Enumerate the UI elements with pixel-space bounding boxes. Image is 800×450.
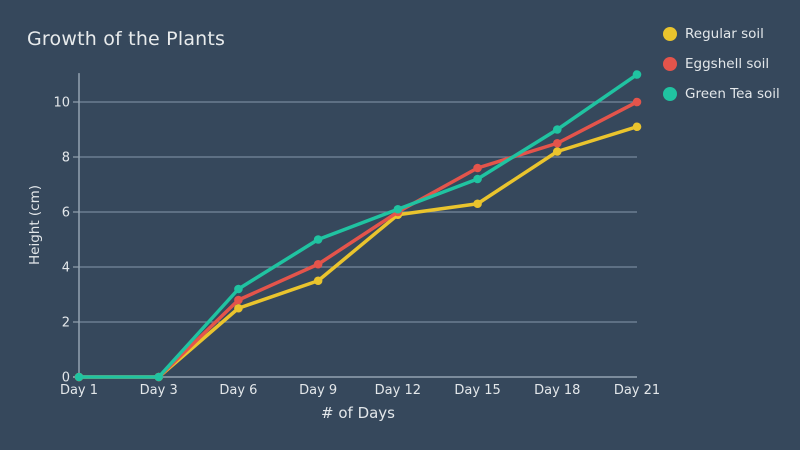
x-tick-label: Day 21	[614, 383, 660, 398]
data-point-green-tea-soil-day-18[interactable]	[552, 125, 562, 134]
legend-item-eggshell-soil[interactable]: Eggshell soil	[663, 49, 780, 79]
data-point-green-tea-soil-day-3[interactable]	[154, 372, 164, 382]
legend-label: Green Tea soil	[685, 86, 780, 102]
x-tick-label: Day 3	[140, 383, 178, 398]
y-tick-label: 0	[62, 371, 70, 386]
data-point-eggshell-soil-day-6[interactable]	[234, 295, 243, 305]
data-point-eggshell-soil-day-18[interactable]	[552, 138, 562, 148]
data-point-green-tea-soil-day-12[interactable]	[393, 204, 403, 214]
legend-label: Eggshell soil	[685, 56, 770, 72]
x-tick-label: Day 15	[454, 383, 500, 398]
y-tick-label: 4	[62, 261, 70, 276]
series-line-regular-soil	[77, 125, 639, 379]
data-point-eggshell-soil-day-9[interactable]	[313, 259, 323, 269]
series-line-green-tea-soil	[77, 72, 639, 379]
data-point-green-tea-soil-day-21[interactable]	[632, 70, 642, 79]
x-tick-label: Day 6	[219, 383, 257, 398]
data-point-regular-soil-day-15[interactable]	[473, 199, 482, 209]
legend-item-regular-soil[interactable]: Regular soil	[663, 19, 780, 49]
data-point-regular-soil-day-18[interactable]	[552, 147, 562, 156]
data-point-regular-soil-day-9[interactable]	[313, 276, 323, 286]
data-point-regular-soil-day-6[interactable]	[234, 303, 243, 313]
data-point-eggshell-soil-day-15[interactable]	[473, 163, 482, 173]
data-point-green-tea-soil-day-15[interactable]	[473, 174, 482, 184]
data-point-green-tea-soil-day-6[interactable]	[234, 284, 243, 294]
data-point-eggshell-soil-day-21[interactable]	[632, 97, 642, 107]
legend-label: Regular soil	[685, 26, 764, 42]
y-tick-label: 10	[53, 96, 70, 111]
y-tick-label: 6	[62, 206, 70, 221]
chart-title: Growth of the Plants	[27, 28, 226, 50]
y-tick-label: 8	[62, 151, 70, 166]
data-point-green-tea-soil-day-1[interactable]	[74, 372, 84, 382]
x-tick-label: Day 1	[60, 383, 98, 398]
data-point-regular-soil-day-21[interactable]	[632, 122, 642, 132]
legend: Regular soil Eggshell soil Green Tea soi…	[663, 19, 780, 109]
x-tick-label: Day 12	[375, 383, 421, 398]
legend-swatch-regular-soil-icon	[663, 27, 677, 41]
legend-swatch-green-tea-soil-icon	[663, 87, 677, 101]
x-axis-title: # of Days	[321, 404, 395, 422]
x-tick-label: Day 9	[299, 383, 337, 398]
legend-swatch-eggshell-soil-icon	[663, 57, 677, 71]
legend-item-green-tea-soil[interactable]: Green Tea soil	[663, 79, 780, 109]
data-point-green-tea-soil-day-9[interactable]	[313, 235, 323, 244]
x-tick-label: Day 18	[534, 383, 580, 398]
y-tick-label: 2	[62, 316, 70, 331]
